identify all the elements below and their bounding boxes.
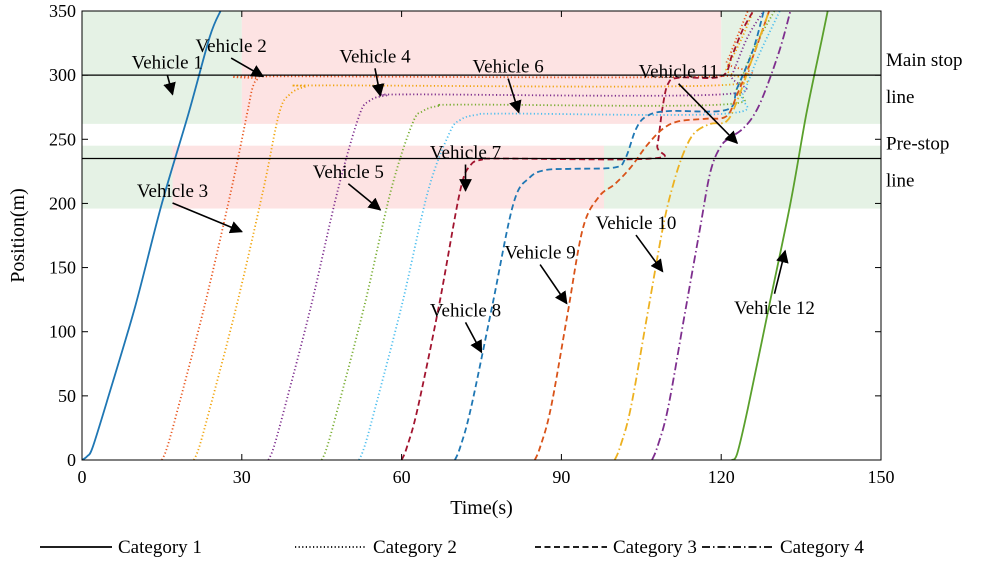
y-tick-label: 100	[49, 322, 76, 342]
annotation-label-vehicle-8: Vehicle 8	[430, 300, 501, 321]
annotation-label-vehicle-12: Vehicle 12	[734, 298, 815, 319]
y-axis-label: Position(m)	[7, 188, 29, 282]
y-tick-label: 200	[49, 193, 76, 213]
x-tick-label: 120	[708, 467, 735, 487]
annotation-label-vehicle-7: Vehicle 7	[430, 143, 501, 164]
y-tick-label: 50	[58, 386, 76, 406]
annotation-label-vehicle-11: Vehicle 11	[639, 62, 719, 83]
annotation-label-vehicle-1: Vehicle 1	[132, 53, 203, 74]
annotation-label-vehicle-10: Vehicle 10	[596, 213, 677, 234]
annotation-label-vehicle-5: Vehicle 5	[313, 162, 384, 183]
legend-label-category-4: Category 4	[780, 537, 864, 558]
annotation-label-vehicle-3: Vehicle 3	[137, 181, 208, 202]
category-legend: Category 1 Category 2 Category 3 Category 4	[40, 537, 864, 558]
annotation-arrow-vehicle-8	[466, 322, 482, 352]
reference-line-label: line	[886, 171, 915, 192]
reference-line-label: line	[886, 87, 915, 108]
annotation-arrow-vehicle-10	[636, 235, 663, 271]
x-tick-label: 0	[78, 467, 87, 487]
x-axis-label: Time(s)	[450, 497, 513, 519]
y-tick-label: 250	[49, 129, 76, 149]
legend-label-category-1: Category 1	[118, 537, 202, 558]
signal-band-4	[173, 146, 604, 209]
annotation-label-vehicle-2: Vehicle 2	[196, 36, 267, 57]
y-tick-label: 0	[67, 450, 76, 470]
x-tick-label: 30	[233, 467, 251, 487]
legend-label-category-3: Category 3	[613, 537, 697, 558]
annotation-arrow-vehicle-9	[540, 265, 567, 304]
y-tick-label: 150	[49, 258, 76, 278]
reference-line-label: Main stop	[886, 50, 963, 71]
x-tick-label: 150	[868, 467, 895, 487]
legend-label-category-2: Category 2	[373, 537, 457, 558]
reference-line-label: Pre-stop	[886, 134, 949, 155]
annotation-label-vehicle-4: Vehicle 4	[339, 46, 411, 67]
annotation-label-vehicle-6: Vehicle 6	[473, 57, 544, 78]
signal-band-5	[604, 146, 881, 209]
x-tick-label: 60	[393, 467, 411, 487]
x-tick-label: 90	[552, 467, 570, 487]
y-tick-label: 350	[49, 1, 76, 21]
annotation-label-vehicle-9: Vehicle 9	[504, 243, 575, 264]
y-tick-label: 300	[49, 65, 76, 85]
